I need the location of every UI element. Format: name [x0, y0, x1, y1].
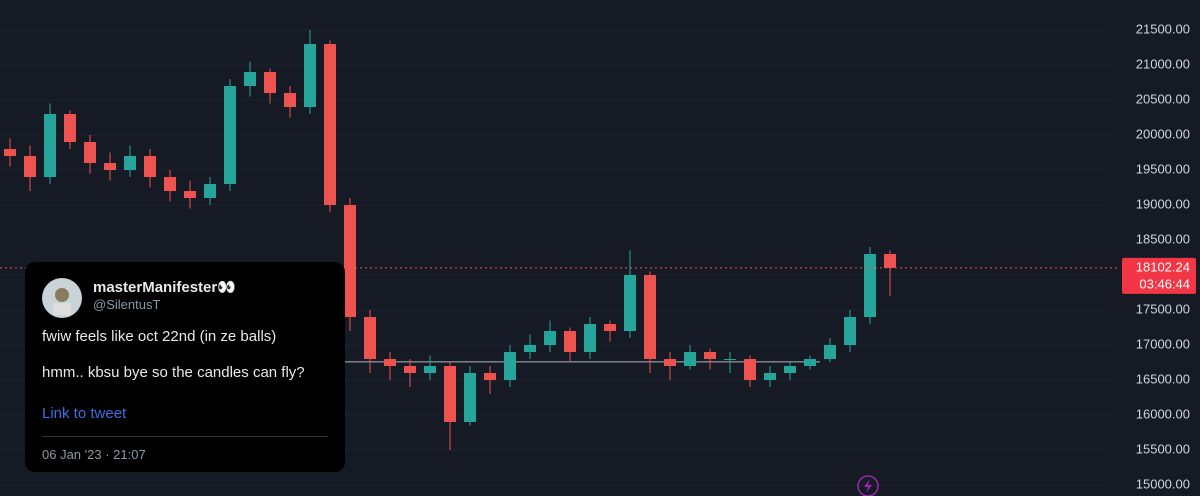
candle-body: [484, 373, 496, 381]
candle-body: [644, 275, 656, 360]
candle-body: [464, 373, 476, 423]
candle-body: [364, 317, 376, 360]
candle-body: [584, 324, 596, 353]
y-tick-label: 17500.00: [1136, 301, 1190, 316]
candle-body: [604, 324, 616, 332]
candle-body: [844, 317, 856, 346]
candle-body: [224, 86, 236, 185]
avatar: [42, 278, 82, 318]
candle-body: [24, 156, 36, 178]
y-tick-label: 16000.00: [1136, 406, 1190, 421]
candle-body: [244, 72, 256, 87]
candle-body: [384, 359, 396, 367]
candle-body: [284, 93, 296, 108]
y-tick-label: 20000.00: [1136, 126, 1190, 141]
candle-body: [144, 156, 156, 178]
tweet-text: fwiw feels like oct 22nd (in ze balls): [42, 328, 277, 345]
candle-body: [524, 345, 536, 353]
tweet-name: masterManifester👀: [93, 279, 236, 296]
y-tick-label: 19500.00: [1136, 161, 1190, 176]
candle-body: [724, 359, 736, 361]
tweet-link[interactable]: Link to tweet: [42, 405, 127, 422]
candle-body: [204, 184, 216, 199]
tweet-card: masterManifester👀 @SilentusT fwiw feels …: [25, 262, 345, 472]
divider: [42, 436, 328, 437]
candle-body: [424, 366, 436, 374]
candle-body: [84, 142, 96, 164]
candle-body: [344, 205, 356, 318]
y-tick-label: 21500.00: [1136, 21, 1190, 36]
candle-body: [744, 359, 756, 381]
candle-body: [404, 366, 416, 374]
candle-body: [4, 149, 16, 157]
candle-body: [444, 366, 456, 423]
candle-body: [704, 352, 716, 360]
candle-body: [664, 359, 676, 367]
y-tick-label: 16500.00: [1136, 371, 1190, 386]
candle-body: [124, 156, 136, 171]
last-price-label: 18102.24: [1136, 259, 1190, 274]
candle-body: [884, 254, 896, 268]
y-tick-label: 21000.00: [1136, 56, 1190, 71]
candle-body: [544, 331, 556, 346]
y-tick-label: 15500.00: [1136, 441, 1190, 456]
tweet-text: hmm.. kbsu bye so the candles can fly?: [42, 364, 305, 381]
candle-body: [864, 254, 876, 318]
candle-body: [64, 114, 76, 143]
candle-body: [684, 352, 696, 367]
candle-body: [804, 359, 816, 367]
candle-body: [184, 191, 196, 199]
candle-body: [164, 177, 176, 192]
candle-body: [104, 163, 116, 171]
price-tag: [1122, 257, 1196, 294]
candle-body: [764, 373, 776, 381]
candle-body: [824, 345, 836, 360]
candle-body: [504, 352, 516, 381]
candle-body: [624, 275, 636, 332]
y-tick-label: 19000.00: [1136, 196, 1190, 211]
candle-body: [304, 44, 316, 108]
candle-body: [44, 114, 56, 178]
candle-body: [264, 72, 276, 94]
tweet-date: 06 Jan '23 · 21:07: [42, 447, 146, 462]
y-tick-label: 18500.00: [1136, 231, 1190, 246]
y-tick-label: 17000.00: [1136, 336, 1190, 351]
candle-body: [784, 366, 796, 374]
y-tick-label: 20500.00: [1136, 91, 1190, 106]
tweet-handle: @SilentusT: [93, 297, 161, 312]
alert-icon: [864, 479, 872, 493]
y-tick-label: 15000.00: [1136, 476, 1190, 491]
countdown-label: 03:46:44: [1139, 276, 1190, 291]
alert-icon: [857, 475, 879, 496]
candle-body: [324, 44, 336, 206]
candle-body: [564, 331, 576, 353]
